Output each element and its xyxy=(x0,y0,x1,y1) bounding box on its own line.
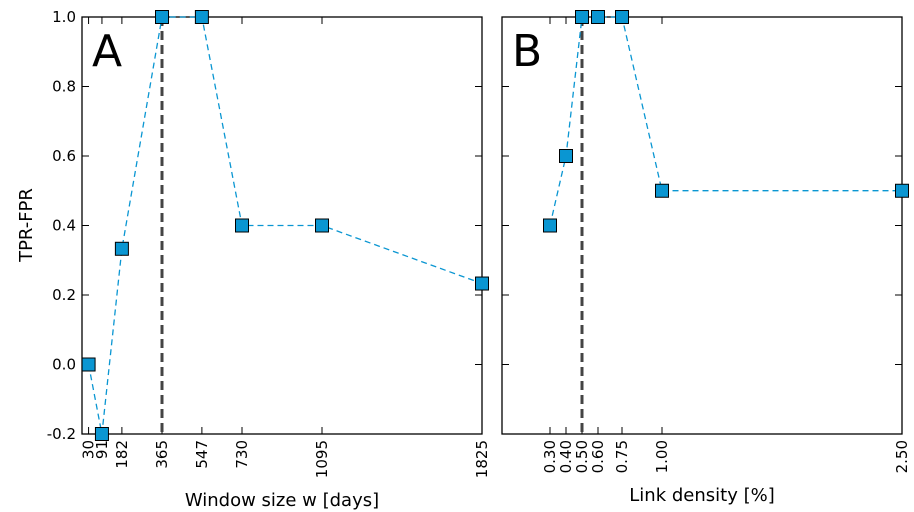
data-point xyxy=(615,10,629,24)
panel-label: B xyxy=(512,26,542,77)
data-point xyxy=(235,218,249,233)
x-tick-label: 0.40 xyxy=(557,440,575,473)
y-tick-label: 1.0 xyxy=(52,8,76,26)
y-tick-label: 0.6 xyxy=(52,147,76,165)
panel-b: 0.300.400.500.60 0.75 1.00 2.50 B Link dens… xyxy=(501,10,911,506)
data-point xyxy=(81,357,96,372)
x-axis-label: Link density [%] xyxy=(629,485,774,506)
series-line xyxy=(549,16,902,226)
data-point xyxy=(94,427,109,441)
x-tick-label: 0.50 xyxy=(573,440,591,473)
x-tick-label: 0.75 xyxy=(613,440,631,473)
x-tick-label: 2.50 xyxy=(893,440,911,473)
data-point xyxy=(655,183,669,198)
y-tick-label: 0.8 xyxy=(52,78,76,96)
x-tick-label: 0.60 xyxy=(589,440,607,473)
panel-label: A xyxy=(92,26,122,77)
x-tick-label: 30 xyxy=(80,440,98,459)
x-tick-label: 547 xyxy=(193,440,211,469)
data-point xyxy=(475,276,489,291)
data-point xyxy=(591,10,605,24)
series-line xyxy=(87,16,483,435)
x-tick-label: 0.30 xyxy=(541,440,559,473)
y-axis-label: TPR-FPR xyxy=(16,188,37,263)
plot-frame xyxy=(501,16,903,435)
data-point xyxy=(114,241,129,256)
y-tick-label: 0.0 xyxy=(52,356,76,374)
x-tick-label: 1095 xyxy=(313,440,331,478)
data-point xyxy=(559,149,573,163)
y-tick-label: -0.2 xyxy=(47,425,76,443)
data-point xyxy=(194,10,209,24)
x-tick-label: 91 xyxy=(93,440,111,459)
x-tick-label: 365 xyxy=(153,440,171,469)
data-point xyxy=(315,218,329,233)
x-tick-label: 1825 xyxy=(473,440,491,478)
data-point xyxy=(895,183,909,198)
y-tick-label: 0.2 xyxy=(52,286,76,304)
y-tick-label: 0.4 xyxy=(52,217,76,235)
x-tick-label: 730 xyxy=(233,440,251,469)
x-tick-label: 182 xyxy=(113,440,131,469)
data-point xyxy=(155,10,169,24)
x-axis-label: Window size w [days] xyxy=(185,490,379,511)
data-point xyxy=(575,10,589,24)
data-point xyxy=(543,218,557,233)
x-tick-label: 1.00 xyxy=(653,440,671,473)
